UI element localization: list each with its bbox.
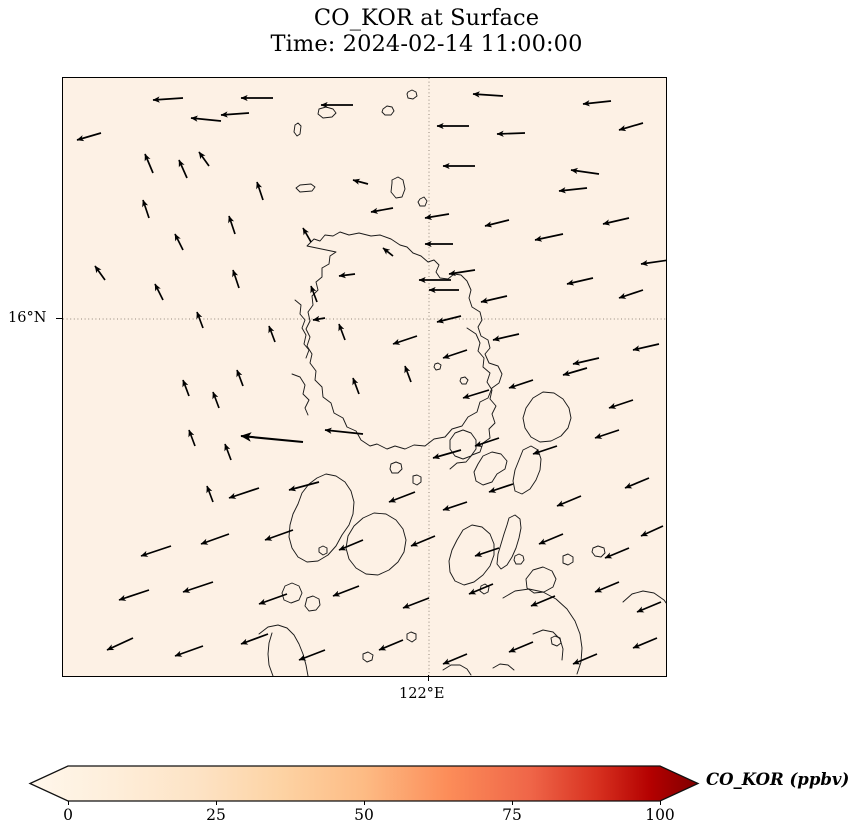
plot-title-block: CO_KOR at Surface Time: 2024-02-14 11:00… [0, 5, 853, 58]
cbtick-mark-25 [216, 801, 217, 805]
coastline-negros [448, 524, 495, 586]
plot-title-timestamp: Time: 2024-02-14 11:00:00 [270, 30, 583, 57]
islets-misc [318, 362, 562, 663]
cbtick-mark-75 [512, 801, 513, 805]
coastline-calamian [281, 582, 321, 612]
wind-vector-field [76, 91, 666, 665]
coastline-panay [345, 512, 407, 576]
ytick-label-16n: 16°N [8, 310, 47, 326]
cbtick-label-100: 100 [645, 806, 675, 824]
map-gridlines [63, 78, 666, 676]
coastline-luzon-east [449, 327, 497, 470]
island-calayan [317, 106, 337, 119]
cbtick-label-75: 75 [502, 806, 522, 824]
colorbar-gradient-bar [28, 765, 700, 802]
island-fuga [293, 122, 302, 137]
coastline-bataan [291, 373, 310, 416]
cbtick-label-0: 0 [63, 806, 73, 824]
island-itbayat [406, 89, 418, 100]
coastline-sulu [442, 663, 515, 676]
plot-title-main: CO_KOR at Surface [313, 5, 540, 31]
map-graphics [63, 78, 666, 676]
colorbar-label: CO_KOR (ppbv) [706, 770, 850, 789]
colorbar-graphics [28, 765, 700, 802]
coastlines [258, 89, 666, 676]
colorbar[interactable]: 0 25 50 75 100 [28, 765, 700, 824]
cbtick-label-50: 50 [354, 806, 374, 824]
island-dalupiri [295, 183, 316, 193]
ytick-mark-16n [56, 317, 62, 319]
coastline-mindoro [288, 473, 355, 563]
map-plot-area[interactable] [62, 77, 667, 677]
coastline-mindanao [502, 588, 666, 675]
cbtick-mark-100 [660, 801, 661, 805]
islands-small-central [479, 545, 606, 595]
island-camiguin-n [390, 176, 406, 199]
coastline-zambales [294, 299, 310, 359]
coastline-cebu [496, 514, 522, 570]
coastline-samar [522, 391, 572, 443]
xtick-label-122e: 122°E [399, 686, 445, 702]
cbtick-mark-50 [364, 801, 365, 805]
cbtick-mark-0 [68, 801, 69, 805]
island-babuyan [417, 196, 428, 207]
coastline-palawan [258, 624, 309, 676]
coastline-luzon [305, 231, 503, 450]
coastline-bohol [525, 566, 557, 594]
island-batan [381, 105, 395, 116]
coastline-masbate [473, 451, 508, 486]
cbtick-label-25: 25 [206, 806, 226, 824]
coastline-marinduque [449, 429, 477, 460]
islands-romblon [389, 461, 422, 486]
xtick-mark-122e [427, 675, 429, 681]
